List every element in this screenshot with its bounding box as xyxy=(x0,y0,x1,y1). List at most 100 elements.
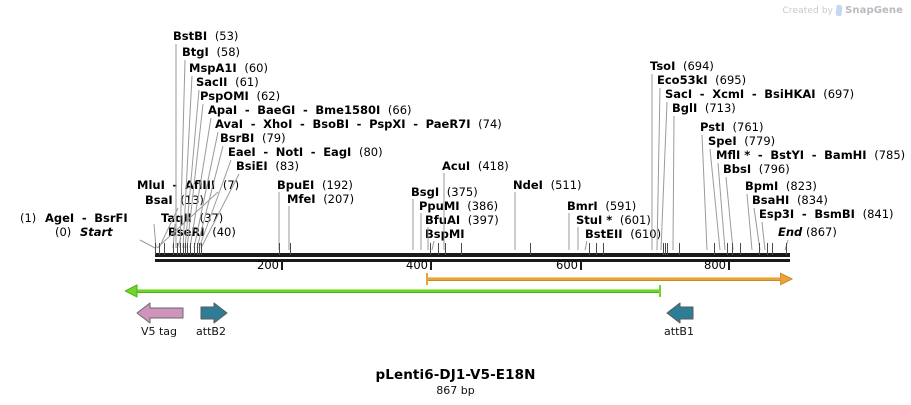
attB2-arrow[interactable] xyxy=(200,301,230,325)
enzyme-label-tsoI[interactable]: TsoI (694) xyxy=(650,60,714,72)
ruler-tick-200 xyxy=(281,262,283,270)
ruler-tick-label-800: 800 xyxy=(704,258,726,272)
orange-track-body xyxy=(427,277,785,281)
attB1-label: attB1 xyxy=(664,325,694,338)
start-label: Start xyxy=(79,225,113,239)
backbone-strand-top xyxy=(155,253,790,257)
enzyme-name: BpmI xyxy=(745,179,779,193)
enzyme-position: (74) xyxy=(478,117,502,131)
enzyme-name: XhoI xyxy=(263,117,293,131)
enzyme-label-mluI[interactable]: MluI - AflIII (7) xyxy=(137,178,240,192)
green-track-cap xyxy=(659,285,661,297)
enzyme-label-eco53kI[interactable]: Eco53kI (695) xyxy=(657,74,746,86)
enzyme-position: (834) xyxy=(796,193,828,207)
enzyme-label-bsrBI[interactable]: BsrBI (79) xyxy=(220,132,286,144)
enzyme-name: MfeI xyxy=(287,192,316,206)
enzyme-position: (79) xyxy=(261,131,286,145)
ruler-tick-label-200: 200 xyxy=(257,258,279,272)
end-label: End xyxy=(778,225,803,239)
enzyme-label-bstBI[interactable]: BstBI (53) xyxy=(173,30,238,42)
enzyme-name: MluI xyxy=(137,178,165,192)
enzyme-name: MflI * xyxy=(716,148,751,162)
green-track-body xyxy=(134,289,661,293)
enzyme-name: BfuAI xyxy=(425,213,461,227)
green-track-arrowhead xyxy=(125,284,138,298)
enzyme-position: (375) xyxy=(446,185,478,199)
enzyme-label-bbsI[interactable]: BbsI (796) xyxy=(723,163,790,175)
enzyme-label-bsiEI[interactable]: BsiEI (83) xyxy=(236,160,299,172)
enzyme-name: BsrFI xyxy=(94,211,128,225)
enzyme-label-mflI[interactable]: MflI * - BstYI - BamHI (785) xyxy=(716,148,906,162)
enzyme-label-stuI[interactable]: StuI * (601) xyxy=(576,214,651,226)
enzyme-label-bsgI[interactable]: BsgI (375) xyxy=(411,186,478,198)
enzyme-label-bsaI[interactable]: BsaI (13) xyxy=(145,194,204,206)
snapgene-watermark: Created by SnapGene xyxy=(783,5,903,16)
enzyme-label-sacII[interactable]: SacII (61) xyxy=(196,76,259,88)
enzyme-label-ppuMI[interactable]: PpuMI (386) xyxy=(419,200,498,212)
enzyme-label-bpuEI[interactable]: BpuEI (192) xyxy=(277,179,353,191)
enzyme-label-speI[interactable]: SpeI (779) xyxy=(708,135,775,147)
watermark-prefix: Created by xyxy=(782,5,834,16)
attB1-arrow[interactable] xyxy=(664,301,694,325)
enzyme-name: AvaI xyxy=(215,117,244,131)
end-marker-label[interactable]: End (867) xyxy=(778,226,837,238)
enzyme-label-ndeI[interactable]: NdeI (511) xyxy=(513,179,582,191)
enzyme-position: (779) xyxy=(744,134,776,148)
start-marker-label[interactable]: (0) Start xyxy=(55,226,113,238)
enzyme-name: BsiEI xyxy=(236,159,268,173)
enzyme-position: (823) xyxy=(785,179,817,193)
enzyme-label-sacI[interactable]: SacI - XcmI - BsiHKAI (697) xyxy=(665,87,855,101)
enzyme-label-bseRI[interactable]: BseRI (40) xyxy=(168,226,236,238)
enzyme-label-bstEII[interactable]: BstEII (610) xyxy=(585,228,661,240)
enzyme-label-esp3I[interactable]: Esp3I - BsmBI (841) xyxy=(759,207,894,221)
enzyme-label-bsaHI[interactable]: BsaHI (834) xyxy=(752,194,828,206)
enzyme-label-bfuAI[interactable]: BfuAI (397) xyxy=(425,214,499,226)
enzyme-label-mspA1I[interactable]: MspA1I (60) xyxy=(189,62,268,74)
enzyme-position: (697) xyxy=(823,87,855,101)
enzyme-name: XcmI xyxy=(712,87,745,101)
enzyme-name: ApaI xyxy=(208,103,238,117)
v5-tag-arrow[interactable] xyxy=(136,301,186,325)
enzyme-label-mfeI[interactable]: MfeI (207) xyxy=(287,193,354,205)
enzyme-name: SacI xyxy=(665,87,693,101)
enzyme-label-bpmI[interactable]: BpmI (823) xyxy=(745,180,817,192)
enzyme-label-bmrI[interactable]: BmrI (591) xyxy=(567,200,636,212)
enzyme-name: BstYI xyxy=(770,148,805,162)
ruler-tick-400 xyxy=(430,262,432,270)
enzyme-position: (62) xyxy=(256,89,281,103)
enzyme-position: (841) xyxy=(862,207,894,221)
enzyme-label-taqII[interactable]: TaqII (37) xyxy=(161,212,223,224)
watermark-brand: SnapGene xyxy=(845,5,903,16)
enzyme-position: (192) xyxy=(321,178,353,192)
enzyme-label-acuI[interactable]: AcuI (418) xyxy=(442,160,509,172)
enzyme-label-bspMI[interactable]: BspMI xyxy=(425,228,469,240)
enzyme-name: PspOMI xyxy=(200,89,249,103)
enzyme-name: PpuMI xyxy=(419,199,460,213)
enzyme-label-pspOMI[interactable]: PspOMI (62) xyxy=(200,90,280,102)
enzyme-label-apaI[interactable]: ApaI - BaeGI - Bme1580I (66) xyxy=(208,103,412,117)
enzyme-name: BsaHI xyxy=(752,193,790,207)
attB2-label: attB2 xyxy=(196,325,226,338)
enzyme-label-bglI[interactable]: BglI (713) xyxy=(672,102,736,114)
end-position: (867) xyxy=(805,225,837,239)
orange-track-arrowhead xyxy=(780,272,794,286)
enzyme-label-btgI[interactable]: BtgI (58) xyxy=(182,46,240,58)
enzyme-label-ageI[interactable]: (1) AgeI - BsrFI xyxy=(20,211,128,225)
enzyme-position: (785) xyxy=(874,148,906,162)
ruler-tick-600 xyxy=(580,262,582,270)
enzyme-label-pstI[interactable]: PstI (761) xyxy=(700,121,763,133)
snapgene-logo-icon xyxy=(835,5,843,16)
enzyme-label-eaeI[interactable]: EaeI - NotI - EagI (80) xyxy=(228,145,383,159)
enzyme-name: BtgI xyxy=(182,45,209,59)
enzyme-name: BmrI xyxy=(567,199,598,213)
enzyme-position: (397) xyxy=(467,213,499,227)
enzyme-name: PspXI xyxy=(369,117,406,131)
enzyme-name: BamHI xyxy=(824,148,867,162)
enzyme-position: (58) xyxy=(216,45,241,59)
enzyme-position: (694) xyxy=(683,59,714,73)
enzyme-label-avaI[interactable]: AvaI - XhoI - BsoBI - PspXI - PaeR7I (74… xyxy=(215,117,502,131)
enzyme-name: NdeI xyxy=(513,178,543,192)
enzyme-position: (796) xyxy=(758,162,790,176)
enzyme-position: (83) xyxy=(275,159,299,173)
enzyme-name: BsiHKAI xyxy=(764,87,816,101)
